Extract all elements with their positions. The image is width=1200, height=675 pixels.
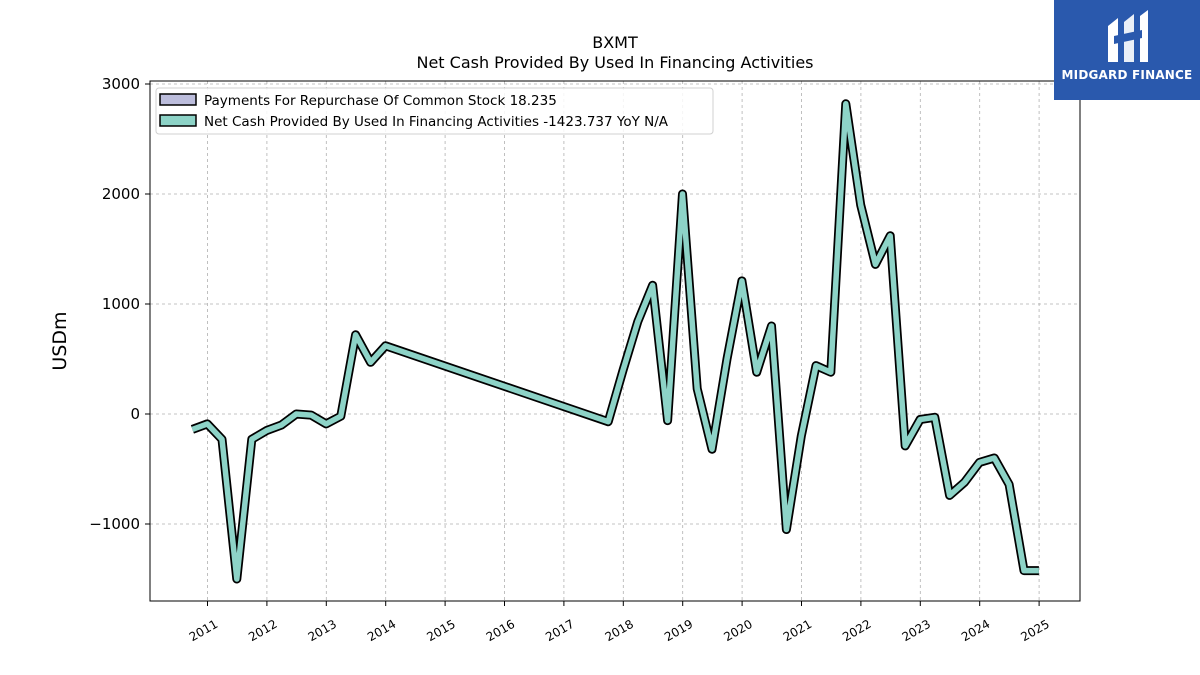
grid [150, 81, 1080, 601]
brand-logo: MIDGARD FINANCE [1054, 0, 1200, 100]
legend-swatch [159, 93, 197, 106]
x-tick-label: 2024 [959, 617, 992, 644]
y-tick-label: 1000 [102, 295, 140, 313]
logo-text: MIDGARD FINANCE [1061, 68, 1193, 82]
x-tick-label: 2014 [365, 617, 398, 644]
legend-swatch [159, 114, 197, 127]
chart-title: BXMT [592, 33, 638, 52]
legend-label: Net Cash Provided By Used In Financing A… [204, 114, 669, 130]
x-tick-label: 2018 [603, 617, 636, 644]
legend-label: Payments For Repurchase Of Common Stock … [204, 93, 557, 109]
x-tick-label: 2013 [306, 617, 339, 644]
legend: Payments For Repurchase Of Common Stock … [155, 87, 714, 135]
x-tick-label: 2025 [1018, 617, 1051, 644]
x-tick-label: 2020 [721, 617, 754, 644]
y-tick-label: 0 [130, 405, 140, 423]
x-tick-label: 2016 [484, 617, 517, 644]
series-line-outline [190, 99, 1039, 584]
x-tick-label: 2021 [781, 617, 814, 644]
y-tick-label: 3000 [102, 75, 140, 93]
series-line [191, 101, 1039, 582]
x-tick-label: 2022 [840, 617, 873, 644]
x-tick-label: 2017 [543, 617, 576, 644]
x-tick-label: 2019 [662, 617, 695, 644]
x-tick-label: 2023 [900, 617, 933, 644]
y-tick-label: 2000 [102, 185, 140, 203]
y-axis-label: USDm [49, 311, 71, 370]
y-tick-label: −1000 [89, 515, 140, 533]
logo-mark-icon [1108, 10, 1148, 62]
plot-frame [149, 80, 1081, 602]
series-layer [190, 99, 1039, 584]
x-tick-label: 2012 [246, 617, 279, 644]
x-tick-label: 2015 [424, 617, 457, 644]
legend-box [155, 87, 714, 135]
x-tick-label: 2011 [187, 617, 220, 644]
chart-subtitle: Net Cash Provided By Used In Financing A… [416, 53, 814, 72]
